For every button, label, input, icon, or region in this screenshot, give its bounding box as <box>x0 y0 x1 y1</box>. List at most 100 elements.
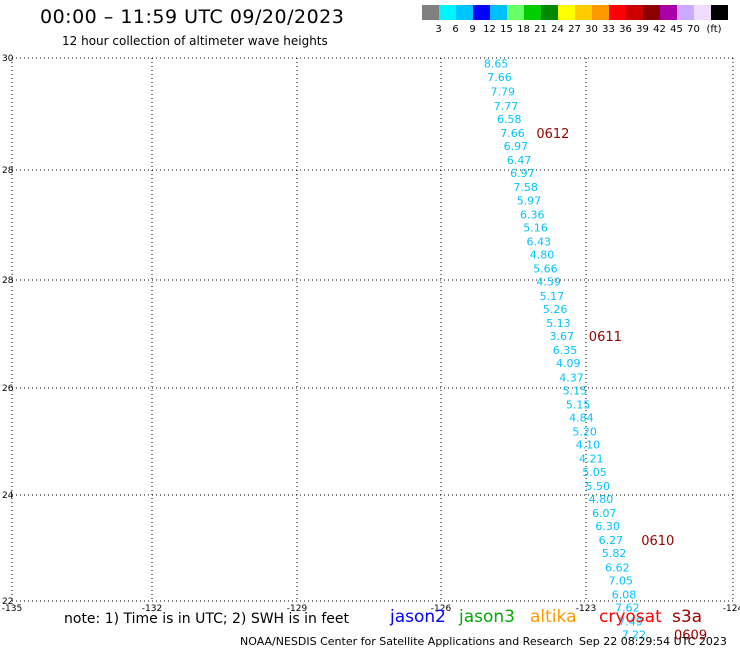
swh-data-label: 5.16 <box>523 221 548 234</box>
x-tick-label: -135 <box>2 604 22 614</box>
swh-data-label: 7.49 <box>618 616 643 629</box>
x-tick-label: -126 <box>431 604 452 614</box>
color-scale-swatch <box>558 5 575 20</box>
swh-data-label: 6.97 <box>510 167 535 180</box>
y-tick-label: 20 <box>2 0 14 3</box>
x-tick-label: -129 <box>287 604 308 614</box>
color-scale-label: 36 <box>619 24 632 35</box>
swh-data-label: 6.35 <box>553 344 578 357</box>
footer-credit: NOAA/NESDIS Center for Satellite Applica… <box>240 635 574 648</box>
swh-data-label: 6.36 <box>520 208 545 221</box>
footer-timestamp: Sep 22 08:29:54 UTC 2023 <box>579 635 727 648</box>
color-scale-swatch <box>660 5 677 20</box>
y-tick-label: 28 <box>2 166 14 176</box>
color-scale-swatch <box>490 5 507 20</box>
swh-data-label: 4.80 <box>589 493 614 506</box>
color-scale-label: 70 <box>687 24 700 35</box>
swh-data-label: 6.58 <box>497 113 522 126</box>
color-scale-label: 9 <box>469 24 476 35</box>
color-scale-label: 24 <box>551 24 564 35</box>
swh-data-label: 5.05 <box>582 466 607 479</box>
swh-data-label: 5.13 <box>546 317 571 330</box>
x-tick-label: -123 <box>576 604 596 614</box>
swh-data-label: 7.79 <box>490 86 515 99</box>
y-tick-label: 26 <box>2 384 14 394</box>
swh-data-label: 7.05 <box>608 574 633 587</box>
swh-data-label: 7.58 <box>513 181 538 194</box>
swh-data-label: 6.47 <box>507 154 531 167</box>
color-scale-label: 30 <box>585 24 598 35</box>
color-scale-label: 18 <box>517 24 530 35</box>
color-scale-unit: (ft) <box>706 24 722 35</box>
x-tick-label: -124 <box>723 604 740 614</box>
page-subtitle: 12 hour collection of altimeter wave hei… <box>62 34 328 48</box>
swh-data-label: 5.20 <box>572 426 597 439</box>
page-title: 00:00 – 11:59 UTC 09/20/2023 <box>40 6 345 28</box>
swh-data-label: 4.10 <box>576 439 601 452</box>
color-scale-label: 45 <box>670 24 683 35</box>
color-scale-label: 39 <box>636 24 649 35</box>
pass-time-label: 0611 <box>589 330 622 345</box>
color-scale-swatch <box>524 5 541 20</box>
pass-time-label: 0612 <box>536 127 569 142</box>
swh-data-label: 4.21 <box>579 453 604 466</box>
swh-data-label: 5.15 <box>566 398 591 411</box>
color-scale-label: 42 <box>653 24 666 35</box>
color-scale-swatch <box>541 5 558 20</box>
color-scale-swatch <box>575 5 592 20</box>
satellite-legend-jason3: jason3 <box>459 607 515 627</box>
swh-data-label: 5.26 <box>543 303 568 316</box>
swh-data-label: 4.84 <box>569 411 594 424</box>
swh-data-label: 7.77 <box>494 100 519 113</box>
y-tick-label: 28 <box>2 276 14 286</box>
color-scale-swatch <box>439 5 456 20</box>
swh-data-label: 6.07 <box>592 507 617 520</box>
x-tick-label: -132 <box>142 604 162 614</box>
color-scale-swatch <box>507 5 524 20</box>
color-scale-swatch <box>422 5 439 20</box>
pass-time-label: 0610 <box>641 534 674 549</box>
color-scale-swatch <box>711 5 728 20</box>
color-scale-swatch <box>473 5 490 20</box>
swh-data-label: 6.08 <box>612 588 637 601</box>
pass-time-label: 0609 <box>674 629 707 644</box>
swh-data-label: 5.66 <box>533 263 558 276</box>
swh-data-label: 3.67 <box>549 330 574 343</box>
y-tick-label: 22 <box>2 597 13 607</box>
swh-data-label: 6.30 <box>595 520 620 533</box>
note-text: note: 1) Time is in UTC; 2) SWH is in fe… <box>64 611 350 627</box>
swh-data-label: 5.82 <box>602 547 627 560</box>
swh-data-label: 4.37 <box>559 371 584 384</box>
satellite-legend-altika: altika <box>530 607 577 627</box>
swh-data-label: 6.62 <box>605 561 630 574</box>
color-scale-swatch <box>592 5 609 20</box>
color-scale-label: 3 <box>435 24 442 35</box>
swh-data-label: 4.09 <box>556 357 581 370</box>
color-scale-swatch <box>643 5 660 20</box>
color-scale-swatch <box>694 5 711 20</box>
color-scale-swatch <box>677 5 694 20</box>
color-scale-swatch <box>626 5 643 20</box>
swh-data-label: 4.59 <box>536 276 561 289</box>
swh-data-label: 5.17 <box>540 290 565 303</box>
swh-data-label: 7.66 <box>500 127 524 140</box>
swh-data-label: 8.65 <box>484 57 509 70</box>
swh-data-label: 6.27 <box>599 534 624 547</box>
color-scale-label: 21 <box>534 24 547 35</box>
swh-data-label: 5.15 <box>563 384 588 397</box>
swh-data-label: 4.80 <box>530 249 555 262</box>
color-scale-label: 12 <box>483 24 496 35</box>
satellite-legend-cryosat: cryosat <box>599 607 662 627</box>
swh-data-label: 7.22 <box>622 629 647 642</box>
swh-data-label: 7.62 <box>615 602 640 615</box>
swh-data-label: 6.43 <box>527 236 552 249</box>
color-scale-label: 15 <box>500 24 513 35</box>
color-scale-swatch <box>456 5 473 20</box>
swh-data-label: 5.50 <box>586 480 611 493</box>
color-scale-label: 33 <box>602 24 615 35</box>
color-scale-label: 6 <box>452 24 459 35</box>
y-tick-label: 24 <box>2 491 14 501</box>
y-tick-label: 30 <box>2 54 14 64</box>
satellite-legend-jason2: jason2 <box>390 607 446 627</box>
